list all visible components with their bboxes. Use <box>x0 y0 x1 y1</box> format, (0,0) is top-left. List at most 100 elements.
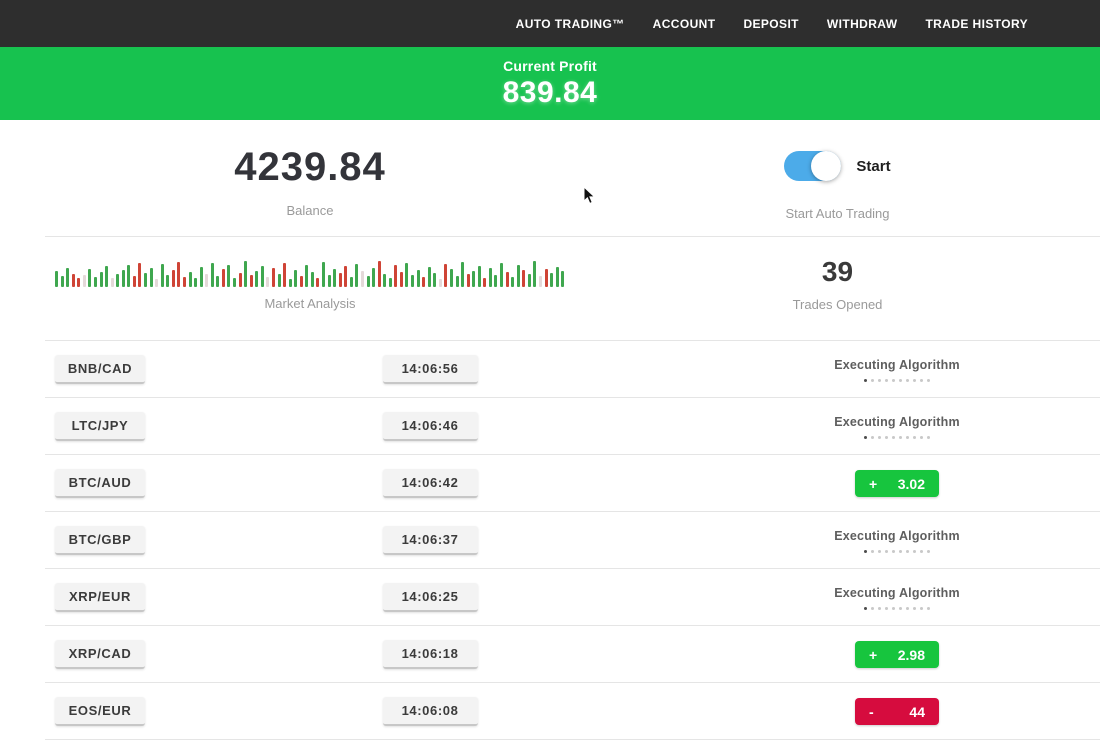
badge-sign: + <box>869 646 878 663</box>
auto-trading-toggle[interactable] <box>784 151 842 181</box>
progress-dots <box>834 378 960 382</box>
pair-chip[interactable]: XRP/CAD <box>55 640 145 669</box>
toggle-label: Start <box>856 157 891 175</box>
status-executing: Executing Algorithm <box>834 358 960 382</box>
market-bar <box>449 269 453 287</box>
market-bar <box>177 262 181 287</box>
trades-table: BNB/CAD 14:06:56 Executing Algorithm LTC… <box>0 341 1100 740</box>
market-bar <box>116 274 120 287</box>
status-executing: Executing Algorithm <box>834 415 960 439</box>
pair-chip[interactable]: XRP/EUR <box>55 583 145 612</box>
market-bar <box>333 269 337 287</box>
pair-chip[interactable]: BTC/AUD <box>55 469 145 498</box>
market-bar <box>383 274 387 287</box>
market-bar <box>399 272 403 287</box>
market-bar <box>505 272 509 287</box>
market-bar <box>132 276 136 287</box>
executing-label: Executing Algorithm <box>834 585 960 600</box>
market-bar <box>377 261 381 287</box>
nav-item-auto-trading[interactable]: AUTO TRADING™ <box>515 16 625 31</box>
market-bar <box>66 268 70 287</box>
market-bar <box>544 269 548 287</box>
executing-label: Executing Algorithm <box>834 357 960 372</box>
market-bar <box>533 261 537 287</box>
badge-value: 44 <box>909 703 925 720</box>
market-bar <box>316 278 320 287</box>
market-bar <box>327 275 331 287</box>
market-bar <box>105 266 109 287</box>
time-chip: 14:06:37 <box>382 526 478 555</box>
market-bar <box>299 276 303 287</box>
market-bar <box>416 270 420 287</box>
market-bar <box>405 263 409 287</box>
market-bar <box>238 273 242 287</box>
divider <box>45 340 1100 341</box>
market-bar <box>160 264 164 287</box>
market-bar <box>477 266 481 287</box>
market-bar <box>277 274 281 287</box>
nav-item-trade-history[interactable]: TRADE HISTORY <box>925 16 1028 31</box>
badge-sign: + <box>869 475 878 492</box>
time-chip: 14:06:56 <box>382 355 478 384</box>
market-bar <box>394 265 398 287</box>
market-bar <box>360 271 364 287</box>
market-bar <box>188 272 192 287</box>
market-bar <box>149 268 153 287</box>
market-bar <box>310 272 314 287</box>
market-bar <box>288 279 292 287</box>
time-chip: 14:06:46 <box>382 412 478 441</box>
market-bar <box>500 263 503 287</box>
market-bar <box>71 274 75 287</box>
trades-opened-value: 39 <box>821 256 854 287</box>
market-bar <box>88 269 92 287</box>
badge-sign: - <box>869 703 874 720</box>
market-analysis-label: Market Analysis <box>264 296 356 311</box>
market-bar <box>511 277 515 287</box>
nav-item-withdraw[interactable]: WITHDRAW <box>826 16 898 31</box>
pair-chip[interactable]: LTC/JPY <box>55 412 145 441</box>
trade-row: EOS/EUR 14:06:08 - 44 <box>0 683 1100 740</box>
executing-label: Executing Algorithm <box>834 414 960 429</box>
market-bar <box>338 273 342 287</box>
pair-chip[interactable]: BTC/GBP <box>55 526 145 555</box>
pair-chip[interactable]: BNB/CAD <box>55 355 145 384</box>
market-bar <box>461 262 465 287</box>
market-bar <box>155 279 159 287</box>
nav-item-account[interactable]: ACCOUNT <box>652 16 716 31</box>
market-bar <box>233 278 236 287</box>
toggle-knob-icon[interactable] <box>811 151 842 181</box>
market-bar <box>244 261 248 287</box>
market-bar <box>411 275 414 287</box>
nav-item-deposit[interactable]: DEPOSIT <box>743 16 799 31</box>
market-bar <box>93 277 97 287</box>
market-bar <box>372 268 376 287</box>
market-bar <box>99 272 103 287</box>
divider <box>45 236 1100 237</box>
market-bar <box>516 265 520 287</box>
progress-dots <box>834 549 960 553</box>
market-bar <box>166 275 170 287</box>
trades-opened-label: Trades Opened <box>792 297 883 312</box>
market-bar <box>472 271 476 287</box>
stats-row-top: 4239.84 Balance Start Start Auto Trading <box>0 120 1100 236</box>
market-bar <box>438 279 442 287</box>
market-bar <box>344 266 348 287</box>
market-bar <box>60 276 64 287</box>
market-bar <box>455 276 459 287</box>
market-bar <box>205 274 209 287</box>
pair-chip[interactable]: EOS/EUR <box>55 697 145 726</box>
status-profit-badge: +3.02 <box>855 470 939 497</box>
market-bar <box>260 266 264 287</box>
status-loss-badge: - 44 <box>855 698 939 725</box>
market-bar <box>127 265 131 287</box>
time-chip: 14:06:42 <box>382 469 478 498</box>
top-nav-bar: AUTO TRADING™ ACCOUNT DEPOSIT WITHDRAW T… <box>0 0 1100 47</box>
market-bar <box>210 263 214 287</box>
balance-value: 4239.84 <box>234 145 386 189</box>
market-bar <box>271 268 275 287</box>
market-bar <box>494 275 498 287</box>
market-bar <box>483 278 487 287</box>
market-bar <box>283 263 287 287</box>
trade-row: XRP/EUR 14:06:25 Executing Algorithm <box>0 569 1100 626</box>
market-bar <box>255 271 259 287</box>
